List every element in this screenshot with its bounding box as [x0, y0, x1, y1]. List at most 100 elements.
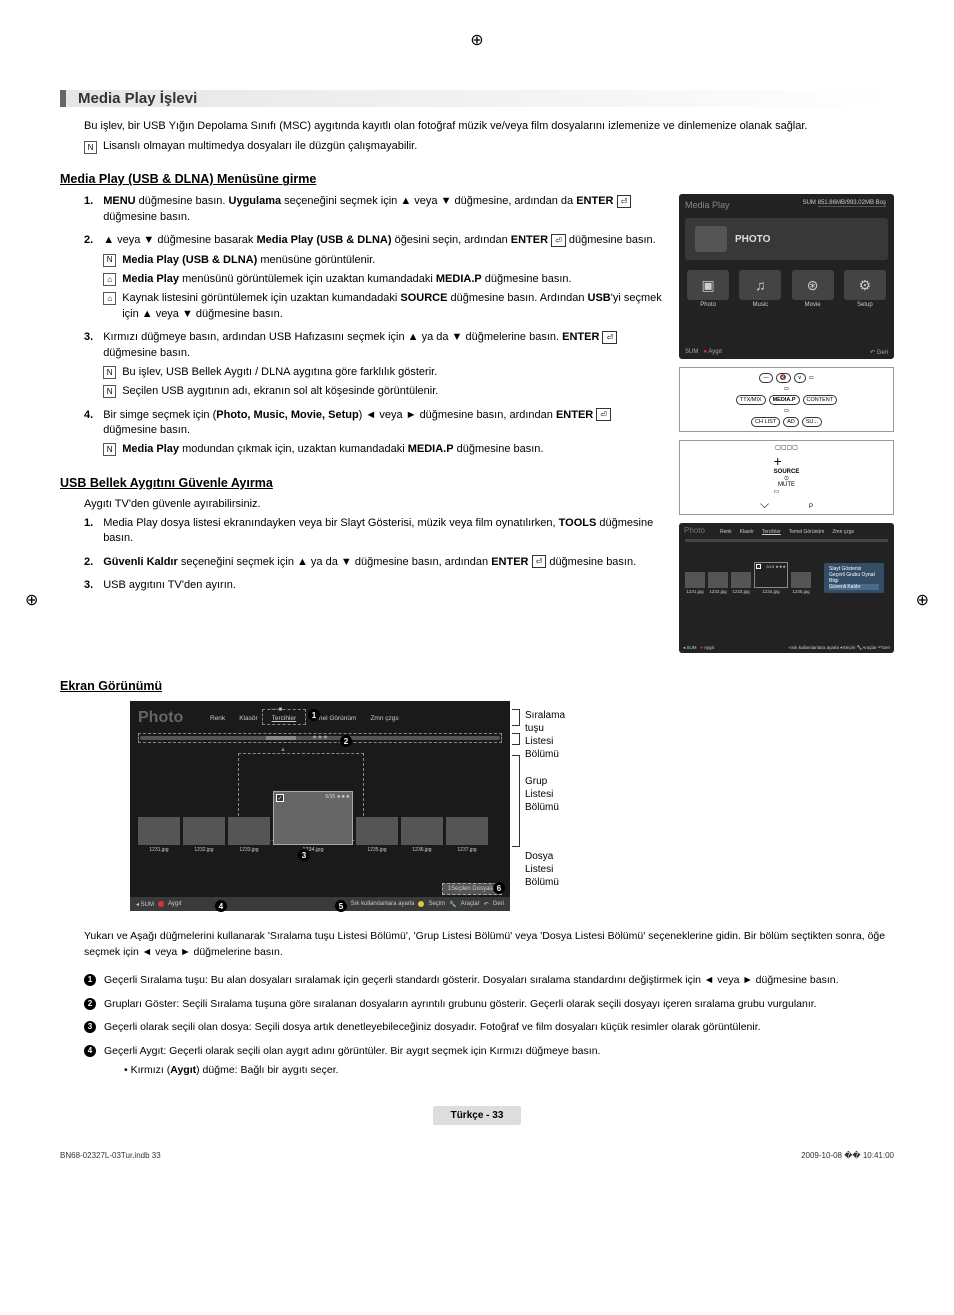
counter: 5/15 ★★★	[325, 794, 350, 800]
step-num: 2.	[84, 233, 93, 322]
footer-aygit: Aygıt	[168, 901, 182, 907]
tile-music[interactable]: ♫Music	[739, 270, 781, 308]
tile-photo[interactable]: ▣Photo	[687, 270, 729, 308]
footer-sec: Seçim	[428, 901, 445, 907]
desc-text: Geçerli Aygıt: Geçerli olarak seçili ola…	[104, 1044, 600, 1060]
note-unlicensed: N Lisanslı olmayan multimedya dosyaları …	[84, 140, 894, 154]
remote-diagram-1: —🔇∨▭ ▭ TTX/MIXMEDIA.PCONTENT ▭ CH LISTAD…	[679, 367, 894, 432]
step-num: 3.	[84, 330, 93, 400]
step-num: 2.	[84, 555, 93, 570]
callout-label-3: Dosya Listesi Bölümü	[525, 850, 565, 889]
tile-setup[interactable]: ⚙Setup	[844, 270, 886, 308]
tab-zmn[interactable]: Zmn çzgs	[370, 715, 398, 722]
note-text: Lisanslı olmayan multimedya dosyaları il…	[103, 140, 417, 152]
subtitle-2: USB Bellek Aygıtını Güvenle Ayırma	[60, 476, 663, 490]
note-icon: N	[103, 254, 116, 267]
subtitle-3: Ekran Görünümü	[60, 679, 894, 693]
remote-icon: ⌂	[103, 273, 116, 286]
callout-label-1: Sıralama tuşu Listesi Bölümü	[525, 709, 565, 761]
crop-mark-left: ⊕	[25, 590, 38, 610]
callout-3: 3	[298, 849, 310, 861]
step-text: Kırmızı düğmeye basın, ardından USB Hafı…	[103, 331, 617, 358]
desc-num-3: 3	[84, 1021, 96, 1033]
step-text: MENU düğmesine basın. Uygulama seçeneğin…	[103, 195, 631, 222]
tile-movie[interactable]: ⊛Movie	[792, 270, 834, 308]
thumb-label: 1235.jpg	[356, 847, 398, 853]
step-text: Bir simge seçmek için (Photo, Music, Mov…	[103, 409, 611, 436]
tooltip-popup: Slayt Gösterisi Geçerli Grubu Oynat Bilg…	[824, 563, 884, 593]
sub2-intro: Aygıtı TV'den güvenle ayırabilirsiniz.	[84, 498, 663, 510]
tab-renk[interactable]: Renk	[210, 715, 225, 722]
step-text: Media Play dosya listesi ekranındayken v…	[103, 516, 663, 547]
screenshot-media-play-menu: Media Play SUM 851.86MB/993.02MB Boş PHO…	[679, 194, 894, 359]
note-text: Media Play menüsünü görüntülemek için uz…	[122, 272, 571, 287]
note-text: Media Play modundan çıkmak için, uzaktan…	[122, 442, 543, 457]
thumb-label: 1233.jpg	[228, 847, 270, 853]
note-text: Seçilen USB aygıtının adı, ekranın sol a…	[122, 384, 438, 399]
remote-icon: ⌂	[103, 292, 116, 305]
desc-sub: Kırmızı (Aygıt) düğme: Bağlı bir aygıtı …	[124, 1063, 600, 1079]
page-number: Türkçe - 33	[433, 1106, 522, 1125]
photo-icon	[695, 226, 727, 252]
desc-text: Grupları Göster: Seçili Sıralama tuşuna …	[104, 997, 817, 1013]
enter-icon: ⏎	[596, 408, 611, 421]
thumb-label: 1231.jpg	[138, 847, 180, 853]
desc-num-4: 4	[84, 1045, 96, 1057]
photo-heading: Photo	[138, 709, 183, 726]
note-icon: N	[103, 443, 116, 456]
step-num: 4.	[84, 408, 93, 458]
desc-num-2: 2	[84, 998, 96, 1010]
callout-2: 2	[340, 735, 352, 747]
steps-list-1: 1. MENU düğmesine basın. Uygulama seçeneğ…	[84, 194, 663, 457]
ss-footer-bar: ◂ SUM Aygıt Sık kullanılanlara ayarla Se…	[130, 897, 510, 911]
note-icon: N	[84, 141, 97, 154]
screenshot-preview-small: Photo RenkKlasörTercihlerTemel GörünümZm…	[679, 523, 894, 653]
ss-aygit: Aygıt	[708, 349, 722, 355]
footer-geri: Geri	[493, 901, 504, 907]
crop-mark-top: ⊕	[470, 30, 483, 50]
callout-label-2: Grup Listesi Bölümü	[525, 775, 565, 814]
section-title: Media Play İşlevi	[60, 90, 894, 107]
note-text: Kaynak listesini görüntülemek için uzakt…	[122, 291, 663, 322]
thumb-label: 1234.jpg	[273, 847, 353, 853]
desc-text: Geçerli olarak seçili olan dosya: Seçili…	[104, 1020, 761, 1036]
steps-list-2: 1. Media Play dosya listesi ekranındayken…	[84, 516, 663, 594]
enter-icon: ⏎	[617, 195, 632, 208]
note-icon: N	[103, 366, 116, 379]
step-text: USB aygıtını TV'den ayırın.	[103, 578, 663, 593]
check-icon: ✓	[276, 794, 284, 802]
ss-sum-btm: SUM	[685, 349, 698, 355]
desc-num-1: 1	[84, 974, 96, 986]
step-num: 1.	[84, 194, 93, 225]
ss-geri: Geri	[877, 350, 888, 356]
ss-sum-info: 851.86MB/993.02MB Boş	[818, 200, 886, 207]
subtitle-1: Media Play (USB & DLNA) Menüsüne girme	[60, 172, 894, 186]
thumb-label: 1237.jpg	[446, 847, 488, 853]
desc-text: Geçerli Sıralama tuşu: Bu alan dosyaları…	[104, 973, 839, 989]
step-text: Güvenli Kaldır seçeneğini seçmek için ▲ …	[103, 555, 663, 570]
step-text: ▲ veya ▼ düğmesine basarak Media Play (U…	[103, 234, 656, 246]
stars-indicator: ★★★	[312, 734, 328, 741]
intro-text: Bu işlev, bir USB Yığın Depolama Sınıfı …	[84, 119, 894, 134]
footer-fav: Sık kullanılanlara ayarla	[351, 901, 415, 907]
thumb-label: 1236.jpg	[401, 847, 443, 853]
footer-arac: Araçlar	[461, 901, 480, 907]
tab-klasor[interactable]: Klasör	[239, 715, 257, 722]
doc-id: BN68-02327L-03Tur.indb 33	[60, 1151, 161, 1160]
screenshot-large: Photo Renk Klasör Tercihler Temel Görünü…	[130, 701, 510, 911]
enter-icon: ⏎	[532, 555, 547, 568]
enter-icon: ⏎	[551, 234, 566, 247]
desc-list: 1 Geçerli Sıralama tuşu: Bu alan dosyalar…	[84, 973, 894, 1079]
callout-6: 6	[493, 882, 505, 894]
doc-date: 2009-10-08 �� 10:41:00	[801, 1151, 894, 1160]
ss-sum: SUM	[803, 200, 816, 206]
desc-para: Yukarı ve Aşağı düğmelerini kullanarak '…	[84, 929, 894, 961]
photo-label: PHOTO	[735, 234, 770, 245]
step-num: 3.	[84, 578, 93, 593]
crop-mark-right: ⊕	[916, 590, 929, 610]
step-num: 1.	[84, 516, 93, 547]
note-icon: N	[103, 385, 116, 398]
enter-icon: ⏎	[602, 331, 617, 344]
selected-thumb[interactable]: ✓ 5/15 ★★★ 1234.jpg	[273, 791, 353, 853]
thumb-label: 1232.jpg	[183, 847, 225, 853]
